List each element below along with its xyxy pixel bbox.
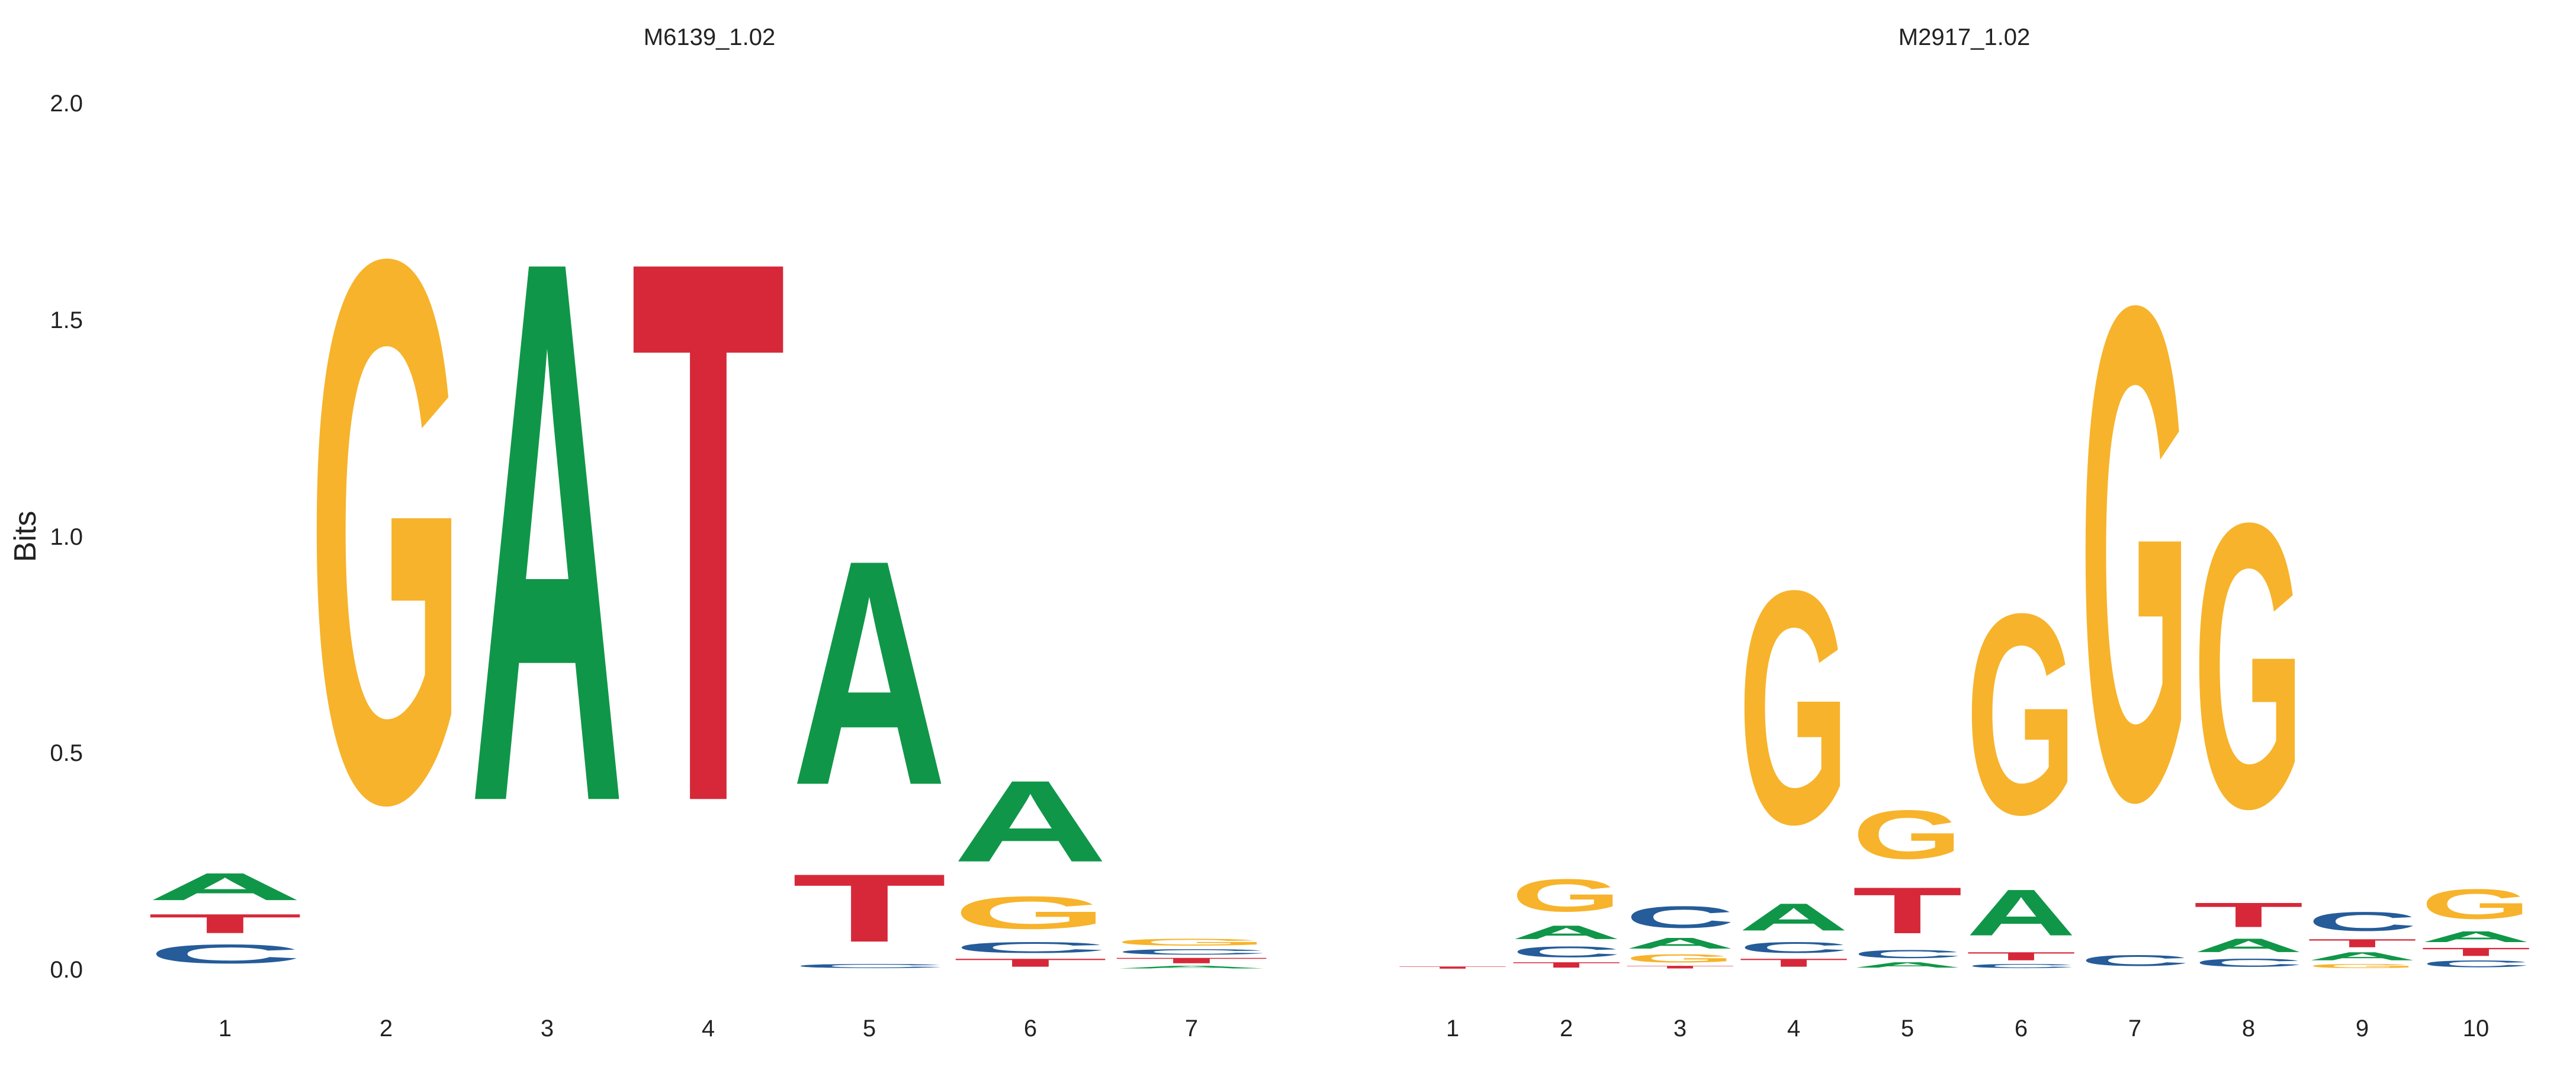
logo-letter-a: A [1114, 965, 1269, 969]
logo-letter-c: C [792, 963, 947, 969]
chart-title: M6139_1.02 [644, 24, 775, 50]
x-tick-label: 2 [380, 1015, 393, 1042]
logo-letter-c: C [1852, 947, 1962, 960]
x-tick-label: 3 [541, 1015, 554, 1042]
logo-letter-g: G [1511, 869, 1621, 921]
logo-letter-g: G [953, 887, 1108, 939]
logo-letter-g: G [1966, 554, 2076, 874]
x-tick-label: 5 [1901, 1015, 1914, 1042]
x-tick-label: 5 [863, 1015, 876, 1042]
logo-letter-g: G [1739, 521, 1849, 894]
logo-letter-t: T [2193, 896, 2304, 934]
logo-letter-t: T [2421, 946, 2531, 959]
y-axis-label: Bits [8, 511, 43, 563]
logo-letter-t: T [1966, 950, 2076, 963]
logo-letter-t: T [1511, 960, 1621, 969]
logo-letter-t: T [147, 908, 303, 939]
x-tick-label: 10 [2463, 1015, 2490, 1042]
logo-letter-g: G [2193, 439, 2304, 893]
x-tick-label: 2 [1560, 1015, 1573, 1042]
x-tick-label: 7 [1185, 1015, 1198, 1042]
logo-letter-a: A [2307, 950, 2417, 963]
logo-letter-c: C [2307, 907, 2417, 937]
x-tick-label: 4 [702, 1015, 715, 1042]
logo-letter-a: A [1511, 921, 1621, 943]
logo-letters: T1TCAG2TGAC3TCAG4ACTG5CTAG6CG7CATG8GATC9… [1398, 159, 2531, 1042]
logo-letter-g: G [2080, 159, 2190, 947]
logo-letter-g: G [2421, 880, 2531, 928]
logo-letter-c: C [953, 939, 1108, 956]
logo-letter-a: A [1852, 960, 1962, 969]
logo-letter-c: C [1739, 939, 1849, 956]
logo-letter-t: T [2307, 937, 2417, 950]
logo-letter-g: G [1114, 937, 1269, 947]
x-tick-label: 6 [1024, 1015, 1037, 1042]
y-tick-label: 2.0 [50, 91, 83, 117]
logo-letter-c: C [1966, 963, 2076, 969]
logo-letter-a: A [1625, 934, 1735, 952]
logo-letter-c: C [1625, 900, 1735, 934]
chart-title: M2917_1.02 [1899, 24, 2030, 50]
logo-letter-a: A [2193, 934, 2304, 956]
logo-letter-g: G [1625, 952, 1735, 965]
logo-letter-a: A [1739, 895, 1849, 939]
y-tick-label: 0.0 [50, 957, 83, 983]
y-tick-label: 1.5 [50, 307, 83, 333]
logo-letter-c: C [2080, 952, 2190, 969]
y-tick-label: 0.5 [50, 740, 83, 766]
logo-letter-c: C [1114, 947, 1269, 956]
logo-letter-c: C [2193, 956, 2304, 969]
x-tick-label: 1 [1446, 1015, 1459, 1042]
logo-letter-t: T [792, 854, 947, 962]
logo-letter-a: A [953, 756, 1108, 886]
logo-letter-a: A [792, 493, 947, 852]
logo-letter-t: T [1852, 874, 1962, 947]
logo-letter-a: A [470, 99, 625, 963]
logo-letter-g: G [2307, 963, 2417, 969]
x-tick-label: 3 [1674, 1015, 1687, 1042]
logo-letter-g: G [1852, 795, 1962, 873]
y-axis: Bits 0.0 0.5 1.0 1.5 2.0 [8, 91, 83, 983]
logo-letter-t: T [1739, 956, 1849, 969]
x-tick-label: 1 [219, 1015, 232, 1042]
logo-letter-c: C [147, 939, 303, 969]
logo-letter-t: T [953, 956, 1108, 969]
logo-letter-a: A [147, 865, 303, 908]
x-tick-label: 7 [2128, 1015, 2141, 1042]
logo-letter-t: T [1114, 956, 1269, 965]
logo-letter-a: A [2421, 928, 2531, 945]
logo-panel-2: M2917_1.02 T1TCAG2TGAC3TCAG4ACTG5CTAG6CG… [1398, 24, 2531, 1042]
x-tick-label: 4 [1787, 1015, 1800, 1042]
x-tick-label: 8 [2242, 1015, 2255, 1042]
logo-letter-t: T [1398, 966, 1508, 969]
logo-letter-c: C [1511, 943, 1621, 960]
y-tick-label: 1.0 [50, 524, 83, 550]
logo-letter-g: G [309, 99, 464, 964]
logo-letter-t: T [631, 99, 786, 964]
logo-letter-t: T [1625, 965, 1735, 969]
x-tick-label: 9 [2356, 1015, 2369, 1042]
x-tick-label: 6 [2015, 1015, 2028, 1042]
logo-letter-c: C [2421, 959, 2531, 969]
logo-letter-a: A [1966, 876, 2076, 949]
